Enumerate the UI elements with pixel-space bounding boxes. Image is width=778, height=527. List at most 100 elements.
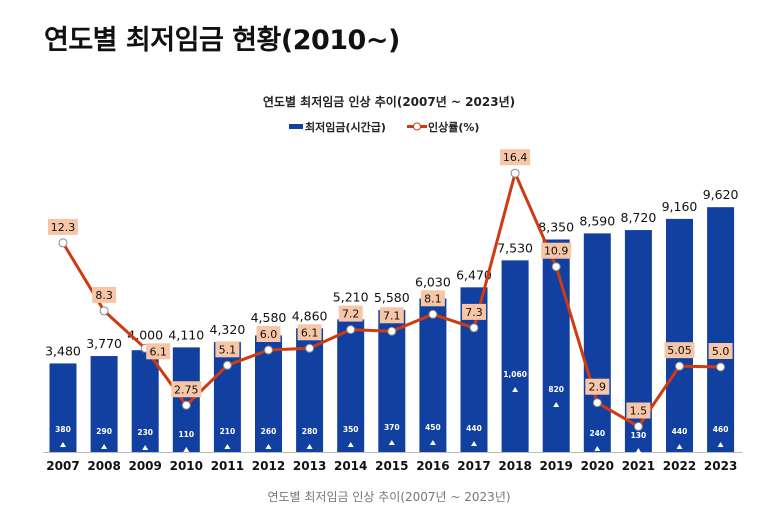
increase-label: 460	[713, 425, 729, 434]
x-tick-label: 2011	[211, 459, 244, 473]
x-tick-label: 2021	[622, 459, 655, 473]
up-triangle-icon	[142, 445, 149, 450]
x-tick-label: 2013	[293, 459, 326, 473]
rate-label-box	[462, 303, 486, 320]
increase-label: 440	[466, 424, 482, 433]
up-triangle-icon	[471, 441, 477, 446]
rate-label-box	[626, 402, 651, 419]
bar	[90, 356, 118, 452]
rate-label-box	[541, 242, 572, 259]
bar	[49, 363, 77, 452]
x-tick-label: 2023	[704, 459, 737, 473]
bar-value-label: 5,210	[333, 290, 369, 305]
x-tick-label: 2017	[457, 459, 490, 473]
rate-label: 7.1	[383, 309, 401, 322]
bar-value-label: 8,350	[538, 219, 574, 234]
increase-label: 110	[178, 430, 194, 439]
rate-label-box	[708, 343, 733, 359]
increase-label: 210	[220, 427, 236, 436]
bar-value-label: 3,480	[45, 343, 81, 358]
increase-label: 290	[96, 427, 112, 436]
up-triangle-icon	[594, 446, 601, 451]
rate-label: 5.1	[219, 343, 237, 356]
bar	[666, 218, 693, 452]
increase-label: 1,060	[503, 370, 527, 379]
x-tick-label: 2010	[170, 459, 203, 473]
up-triangle-icon	[265, 444, 272, 449]
rate-label: 8.3	[95, 289, 113, 302]
increase-label: 820	[548, 385, 564, 394]
bar	[172, 347, 200, 452]
legend-label-rate: 인상률(%)	[428, 120, 479, 134]
bar-value-label: 4,580	[251, 310, 287, 325]
bar-value-label: 9,160	[662, 199, 698, 214]
up-triangle-icon	[388, 440, 395, 445]
up-triangle-icon	[183, 447, 190, 452]
rate-marker	[633, 422, 643, 431]
up-triangle-icon	[553, 402, 560, 407]
up-triangle-icon	[306, 444, 313, 449]
rate-label-box	[171, 381, 202, 398]
bar-value-label: 8,590	[579, 213, 615, 228]
rate-label: 6.0	[260, 328, 278, 341]
rate-label: 1.5	[630, 405, 648, 418]
rate-label: 16.4	[503, 151, 528, 164]
rate-marker	[222, 360, 232, 370]
rate-label: 7.3	[465, 306, 483, 319]
rate-marker	[551, 262, 561, 272]
x-tick-label: 2014	[334, 459, 367, 473]
up-triangle-icon	[101, 444, 108, 449]
bar	[131, 350, 159, 452]
page-title: 연도별 최저임금 현황(2010~)	[44, 25, 400, 56]
legend-marker	[413, 122, 421, 131]
rate-label: 6.1	[149, 345, 167, 358]
x-tick-label: 2007	[46, 459, 79, 473]
bar	[419, 298, 447, 452]
rate-marker	[387, 326, 397, 336]
bar-value-label: 6,030	[415, 274, 451, 289]
rate-marker	[58, 238, 68, 248]
bar-value-label: 3,770	[86, 336, 122, 351]
bar-value-label: 4,110	[168, 327, 204, 342]
increase-label: 370	[384, 423, 400, 432]
increase-label: 130	[631, 431, 647, 440]
increase-label: 440	[672, 427, 688, 436]
increase-label: 350	[343, 425, 359, 434]
increase-label: 230	[137, 428, 153, 437]
rate-label-box	[297, 324, 322, 341]
rate-label: 2.75	[174, 383, 199, 396]
rate-marker	[305, 343, 315, 353]
rate-label: 5.0	[712, 345, 730, 358]
bar-value-label: 9,620	[703, 187, 739, 202]
chart-caption: 연도별 최저임금 인상 추이(2007년 ~ 2023년)	[267, 490, 511, 504]
rate-label-box	[379, 307, 404, 324]
rate-marker	[346, 325, 356, 335]
increase-label: 260	[261, 427, 277, 436]
bar-value-label: 4,320	[210, 322, 246, 337]
rate-marker	[592, 398, 602, 408]
x-tick-label: 2015	[375, 459, 408, 473]
rate-marker	[675, 361, 684, 371]
bar	[337, 319, 365, 452]
up-triangle-icon	[347, 442, 354, 447]
rate-label-box	[215, 341, 240, 358]
up-triangle-icon	[512, 387, 519, 392]
bar	[707, 207, 735, 452]
x-tick-label: 2009	[128, 459, 161, 473]
up-triangle-icon	[224, 444, 231, 449]
bar	[583, 233, 611, 452]
rate-label: 10.9	[544, 245, 569, 258]
bar	[624, 230, 652, 452]
rate-label-box	[664, 342, 695, 359]
rate-label-box	[48, 218, 78, 235]
x-tick-label: 2020	[581, 459, 614, 473]
rate-marker	[99, 306, 109, 316]
rate-label: 12.3	[51, 221, 76, 234]
rate-marker	[428, 309, 438, 319]
rate-label-box	[146, 343, 171, 360]
rate-label: 8.1	[424, 292, 442, 305]
bar-value-label: 4,000	[127, 327, 163, 342]
rate-label-box	[92, 286, 117, 303]
rate-label: 5.05	[667, 344, 692, 357]
